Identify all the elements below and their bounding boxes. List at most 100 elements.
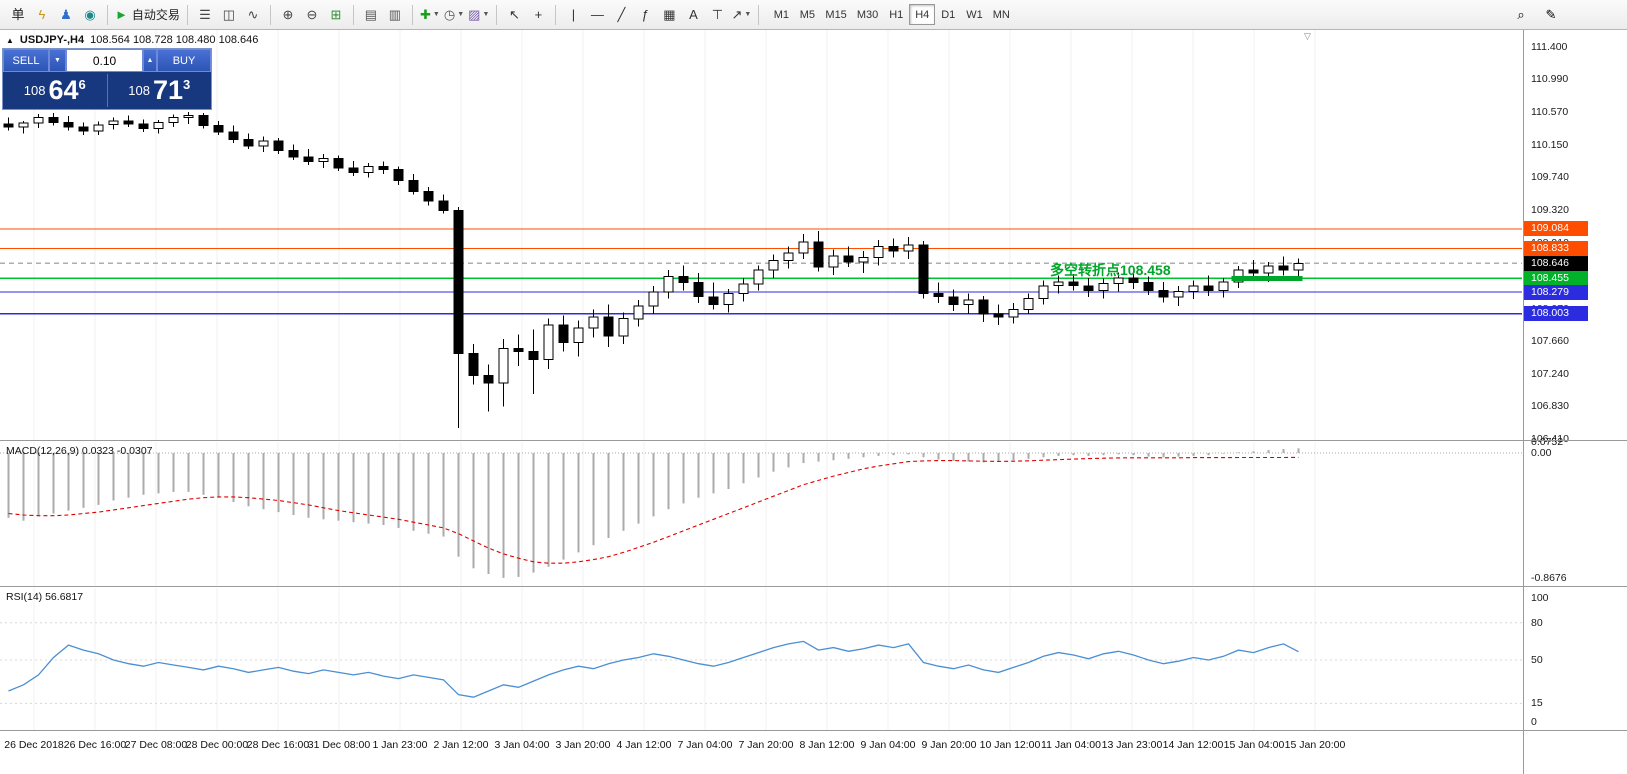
cascade-windows-icon: ▤ — [364, 7, 378, 22]
sell-price-base: 108 — [23, 83, 46, 98]
vertical-line-button[interactable]: | — [561, 3, 585, 27]
time-axis-label: 15 Jan 04:00 — [1223, 739, 1285, 751]
dropdown-arrow-icon: ▼ — [744, 11, 752, 18]
shapes-button[interactable]: ▦ — [657, 3, 681, 27]
price-badge: 108.646 — [1524, 255, 1588, 271]
profiles-button[interactable]: ◉ — [78, 3, 102, 27]
text-button[interactable]: A — [681, 3, 705, 27]
panel-divider[interactable] — [0, 586, 1627, 587]
price-axis-label: 106.830 — [1531, 399, 1569, 412]
arrows-button[interactable]: ↗ ▼ — [729, 3, 753, 27]
cascade-windows-button[interactable]: ▤ — [359, 3, 383, 27]
time-axis-label: 14 Jan 12:00 — [1162, 739, 1224, 751]
timeframe-h1-button[interactable]: H1 — [883, 4, 909, 25]
vertical-line-icon: | — [571, 7, 576, 22]
macd-axis-label: -0.8676 — [1531, 572, 1567, 584]
chart-workspace: ▲ USDJPY-,H4 108.564 108.728 108.480 108… — [0, 30, 1627, 774]
text-icon: A — [689, 7, 698, 22]
timeframe-h4-button[interactable]: H4 — [909, 4, 936, 25]
main-toolbar: 单 ϟ ♟ ◉ ► 自动交易 ☰ ◫ ∿ ⊕ ⊖ ⊞ ▤ ▥ ✚ ▼ ◷ ▼ ▨ ▼ ↖ + | — ╱ ƒ ▦ A ⊤ ↗ ▼ M1 M5 M… — [0, 0, 1627, 30]
periods-button[interactable]: ◷ ▼ — [442, 3, 466, 27]
line-chart-icon: ∿ — [247, 7, 259, 22]
arrange-windows-button[interactable]: ▥ — [383, 3, 407, 27]
sell-button[interactable]: SELL — [3, 49, 49, 72]
sell-price-sup: 6 — [78, 77, 86, 92]
horizontal-line-button[interactable]: — — [585, 3, 609, 27]
line-chart-button[interactable]: ∿ — [241, 3, 265, 27]
rsi-axis-label: 50 — [1531, 654, 1543, 666]
charts-button[interactable]: ϟ — [30, 3, 54, 27]
sell-price-display[interactable]: 108 64 6 — [3, 72, 107, 109]
dropdown-arrow-icon: ▼ — [432, 11, 440, 18]
time-axis-label: 26 Dec 16:00 — [63, 739, 127, 751]
rsi-panel: RSI(14) 56.6817 — [0, 588, 1522, 730]
templates-button[interactable]: ▨ ▼ — [466, 3, 491, 27]
crosshair-button[interactable]: + — [526, 3, 550, 27]
price-scale[interactable]: 111.400 110.990 110.570 110.150 109.740 109.3… — [1523, 30, 1627, 774]
text-label-button[interactable]: ⊤ — [705, 3, 729, 27]
tile-windows-button[interactable]: ⊞ — [324, 3, 348, 27]
zoom-out-button[interactable]: ⊖ — [300, 3, 324, 27]
cursor-button[interactable]: ↖ — [502, 3, 526, 27]
quick-draw-button[interactable]: ✎ — [1539, 3, 1563, 27]
rsi-axis-label: 100 — [1531, 592, 1549, 604]
quick-draw-icon: ✎ — [1545, 7, 1557, 22]
navigator-icon: ♟ — [60, 7, 72, 22]
toolbar-separator — [411, 4, 413, 25]
buy-price-sup: 3 — [183, 77, 191, 92]
timeframe-m30-button[interactable]: M30 — [852, 4, 883, 25]
timeframe-m1-button[interactable]: M1 — [768, 4, 794, 25]
timeframe-w1-button[interactable]: W1 — [961, 4, 988, 25]
timeframe-d1-button[interactable]: D1 — [935, 4, 961, 25]
search-button[interactable]: ⌕ — [1509, 3, 1533, 27]
macd-chart-canvas[interactable] — [0, 442, 1522, 586]
fibonacci-button[interactable]: ƒ — [633, 3, 657, 27]
time-axis-label: 13 Jan 23:00 — [1101, 739, 1163, 751]
candlestick-chart-button[interactable]: ◫ — [217, 3, 241, 27]
trade-controls-row: SELL ▼ ▲ BUY — [3, 49, 211, 72]
profiles-icon: ◉ — [84, 7, 96, 22]
volume-up-button[interactable]: ▲ — [143, 49, 157, 72]
zoom-in-button[interactable]: ⊕ — [276, 3, 300, 27]
price-chart-canvas[interactable] — [0, 30, 1522, 440]
trendline-button[interactable]: ╱ — [609, 3, 633, 27]
volume-input[interactable] — [66, 49, 143, 72]
bar-chart-button[interactable]: ☰ — [193, 3, 217, 27]
sell-price-big: 64 — [48, 75, 79, 105]
timeframe-m15-button[interactable]: M15 — [820, 4, 851, 25]
indicators-button[interactable]: ✚ ▼ — [418, 3, 442, 27]
time-axis-label: 1 Jan 23:00 — [372, 739, 428, 751]
timeframe-mn-button[interactable]: MN — [988, 4, 1015, 25]
symbol-title: USDJPY-,H4 — [19, 34, 85, 46]
navigator-button[interactable]: ♟ — [54, 3, 78, 27]
time-axis-label: 9 Jan 04:00 — [860, 739, 916, 751]
macd-axis-label: 0.0752 — [1531, 436, 1564, 449]
autotrading-button[interactable]: ► 自动交易 — [113, 3, 182, 27]
rsi-axis-label: 80 — [1531, 616, 1543, 629]
panel-divider[interactable] — [0, 730, 1627, 731]
new-order-button[interactable]: 单 — [6, 3, 30, 27]
buy-price-display[interactable]: 108 71 3 — [108, 72, 212, 109]
dropdown-arrow-icon: ▼ — [457, 11, 465, 18]
zoom-in-icon: ⊕ — [282, 7, 294, 22]
toolbar-separator — [758, 4, 760, 25]
time-axis-label: 27 Dec 08:00 — [124, 739, 188, 751]
macd-panel: MACD(12,26,9) 0.0323 -0.0307 — [0, 442, 1522, 586]
ohlc-values: 108.564 108.728 108.480 108.646 — [90, 34, 259, 46]
time-axis-label: 26 Dec 2018 — [4, 739, 64, 751]
timeframe-m5-button[interactable]: M5 — [794, 4, 820, 25]
toolbar-separator — [555, 4, 557, 25]
periods-icon: ◷ — [443, 7, 456, 22]
time-axis-label: 2 Jan 12:00 — [433, 739, 489, 751]
buy-price-base: 108 — [128, 83, 150, 98]
time-axis[interactable]: 26 Dec 2018 26 Dec 16:00 27 Dec 08:00 28 De… — [0, 732, 1522, 774]
cursor-icon: ↖ — [508, 7, 520, 22]
panel-divider[interactable] — [0, 440, 1627, 441]
toolbar-separator — [496, 4, 498, 25]
volume-dropdown-button[interactable]: ▼ — [49, 49, 66, 72]
chart-shift-marker-icon: ▽ — [1304, 31, 1311, 41]
rsi-chart-canvas[interactable] — [0, 588, 1522, 730]
fibonacci-icon: ƒ — [641, 7, 650, 22]
buy-button[interactable]: BUY — [157, 49, 211, 72]
time-axis-label: 15 Jan 20:00 — [1284, 739, 1346, 751]
